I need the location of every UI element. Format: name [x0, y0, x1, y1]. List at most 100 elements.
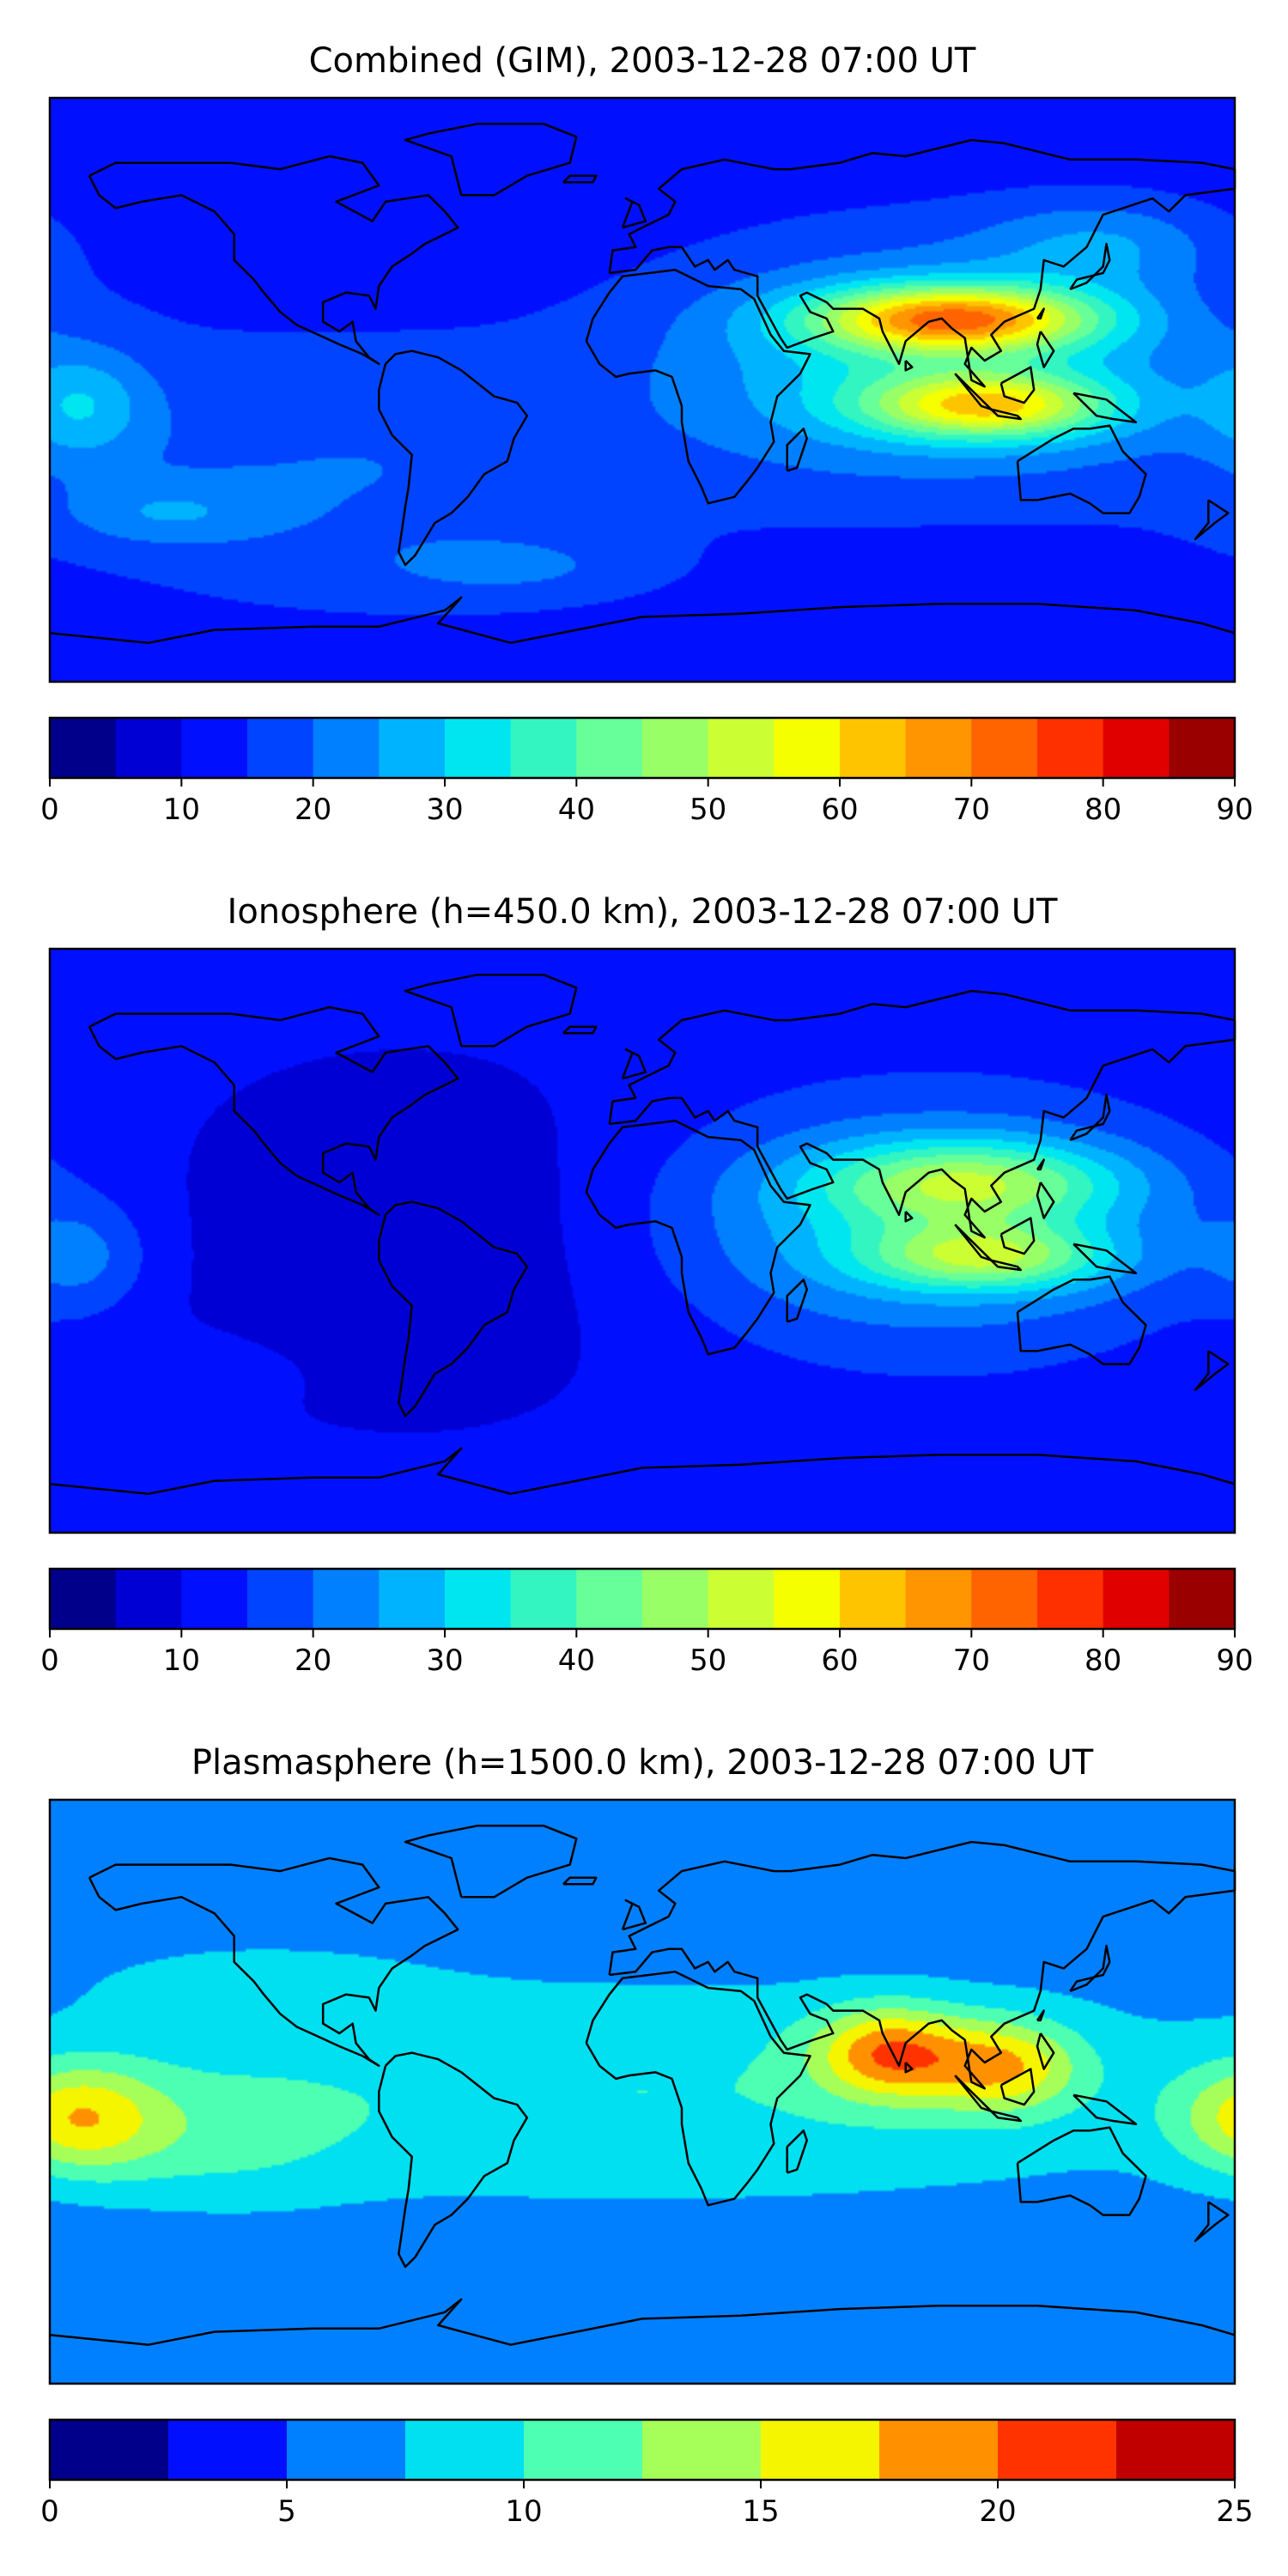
colorbar-swatch [115, 1569, 182, 1629]
coastline-6 [49, 596, 1236, 644]
colorbar-swatch [708, 1569, 775, 1629]
coastline-9 [954, 1224, 993, 1261]
coastline-13 [621, 197, 647, 229]
colorbar-swatch [247, 718, 314, 778]
colorbar-swatch [510, 718, 577, 778]
map-frame [48, 1798, 1236, 2385]
coastline-8 [1069, 242, 1111, 291]
colorbar-tick-label: 10 [163, 1643, 200, 1678]
coastline-10 [990, 1259, 1023, 1272]
panel-title: Ionosphere (h=450.0 km), 2003-12-28 07:0… [228, 892, 1058, 932]
coastline-6 [49, 2298, 1236, 2346]
colorbar-swatch [1116, 2420, 1236, 2480]
colorbar-swatch [379, 1569, 446, 1629]
tec-field-plasmasphere [50, 1800, 1235, 2384]
coastline-4 [608, 138, 1236, 388]
colorbar-swatch [998, 2420, 1117, 2480]
colorbar-swatch [168, 2420, 288, 2480]
colorbar-swatch [774, 1569, 841, 1629]
colorbar-tick-label: 0 [40, 793, 59, 827]
colorbar-tick-label: 0 [40, 2494, 59, 2529]
colorbar-swatch [576, 1569, 643, 1629]
colorbar-plasmasphere: 0 5 10 15 20 25 [40, 2418, 1254, 2529]
coastline-17 [1036, 2032, 1055, 2070]
colorbar-swatch [181, 1569, 248, 1629]
coastline-16 [1036, 2009, 1045, 2022]
coastline-17 [1036, 331, 1055, 368]
colorbar-tick-label: 40 [558, 1643, 595, 1678]
map-frame [48, 96, 1236, 683]
coastline-10 [990, 2110, 1023, 2123]
coastline-15 [1194, 2201, 1230, 2243]
colorbar-tick-label: 50 [690, 1643, 726, 1678]
colorbar-swatch [50, 1569, 117, 1629]
coastline-8 [1069, 1093, 1111, 1142]
coastline-14 [562, 1025, 598, 1035]
map-combined [48, 96, 1236, 683]
colorbar-tick-label: 0 [40, 1643, 59, 1678]
colorbar-tick-label: 30 [426, 793, 463, 827]
coastline-5 [1016, 1275, 1147, 1365]
colorbar-swatch [379, 718, 446, 778]
coastlines-combined [49, 122, 1236, 644]
map-plasmasphere [48, 1798, 1236, 2385]
colorbar-swatch [524, 2420, 643, 2480]
colorbar-tick-label: 40 [558, 793, 595, 827]
colorbar-swatch [445, 718, 512, 778]
colorbar-tick-label: 90 [1216, 1643, 1253, 1678]
coastline-1 [378, 2051, 529, 2269]
colorbar-swatch [642, 2420, 762, 2480]
coastline-11 [999, 2068, 1036, 2106]
colorbar-frame [48, 1567, 1236, 1631]
colorbar-swatch [50, 2420, 169, 2480]
colorbar-swatch [1103, 718, 1170, 778]
colorbar-tick-label: 15 [742, 2494, 779, 2529]
colorbar-swatch [905, 1569, 972, 1629]
coastline-7 [786, 2129, 808, 2174]
coastline-11 [999, 366, 1036, 404]
coastline-0 [88, 1005, 459, 1217]
panel-plasmasphere: Plasmasphere (h=1500.0 km), 2003-12-28 0… [40, 1743, 1253, 2529]
colorbar-swatch [313, 718, 380, 778]
panel-title: Combined (GIM), 2003-12-28 07:00 UT [309, 41, 976, 81]
coastline-5 [1016, 424, 1147, 514]
colorbar-combined: 0 10 20 30 40 50 60 70 80 90 [40, 716, 1254, 827]
colorbar-tick-label: 80 [1084, 793, 1121, 827]
colorbar-swatch [50, 718, 117, 778]
colorbar-frame [48, 2418, 1236, 2482]
colorbar-swatch [840, 718, 907, 778]
coastline-13 [621, 1899, 647, 1931]
colorbar-swatch [642, 718, 709, 778]
colorbar-swatch [840, 1569, 907, 1629]
colorbar-tick-label: 50 [690, 793, 726, 827]
panel-combined: Combined (GIM), 2003-12-28 07:00 UT 0 10 2… [40, 41, 1253, 827]
coastline-12 [1072, 2093, 1138, 2126]
colorbar-swatch [313, 1569, 380, 1629]
colorbar-swatch [510, 1569, 577, 1629]
panel-title: Plasmasphere (h=1500.0 km), 2003-12-28 0… [191, 1743, 1094, 1783]
colorbar-tick-label: 30 [426, 1643, 463, 1678]
colorbar-swatch [774, 718, 841, 778]
colorbar-tick-label: 60 [821, 793, 858, 827]
coastline-8 [1069, 1944, 1111, 1993]
coastline-0 [88, 1856, 459, 2068]
coastline-13 [621, 1048, 647, 1080]
colorbar-tick-label: 10 [505, 2494, 542, 2529]
coastline-4 [608, 989, 1236, 1239]
panel-ionosphere: Ionosphere (h=450.0 km), 2003-12-28 07:0… [40, 892, 1253, 1678]
colorbar-swatch [761, 2420, 880, 2480]
colorbar-swatch [1169, 1569, 1236, 1629]
colorbar-tick-label: 70 [953, 793, 990, 827]
coastline-15 [1194, 499, 1230, 541]
coastline-1 [378, 1200, 529, 1418]
colorbar-swatch [971, 718, 1038, 778]
colorbar-swatch [115, 718, 182, 778]
coastline-9 [954, 2075, 993, 2112]
coastline-3 [585, 1119, 811, 1356]
colorbar-swatch [879, 2420, 999, 2480]
coastline-16 [1036, 307, 1045, 320]
colorbar-swatch [287, 2420, 406, 2480]
coastline-7 [786, 428, 808, 472]
colorbar-swatch [971, 1569, 1038, 1629]
